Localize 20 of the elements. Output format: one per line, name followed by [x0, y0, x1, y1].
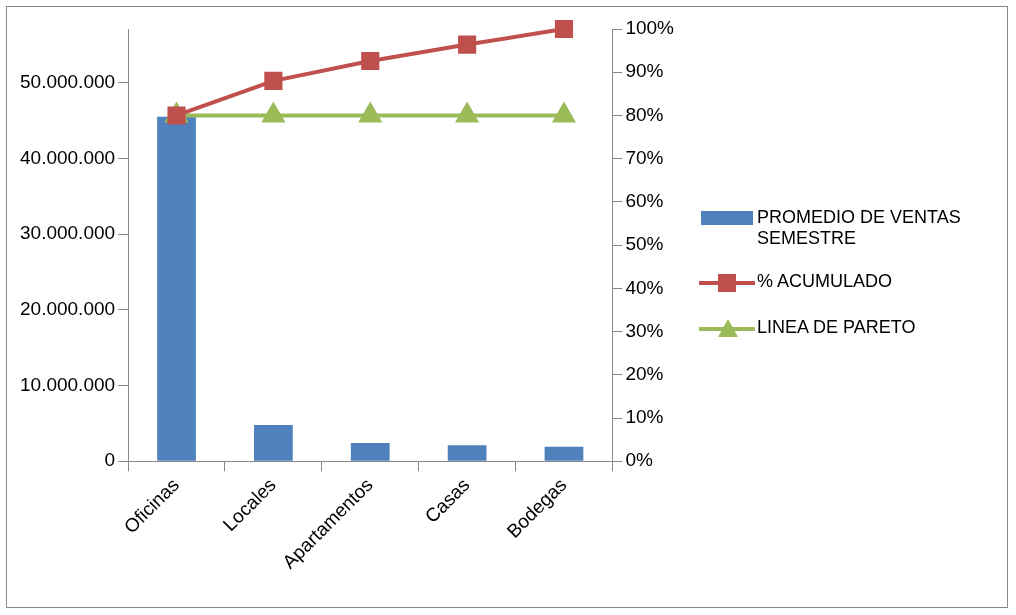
y2-tick-label: 10%	[625, 406, 664, 428]
y2-tick-label: 20%	[625, 363, 664, 385]
legend-label: % ACUMULADO	[757, 271, 893, 292]
y-tick-label: 50.000.000	[20, 70, 116, 92]
y-tick-label: 40.000.000	[20, 146, 116, 168]
y2-tick-label: 50%	[625, 233, 664, 255]
y2-tick-label: 40%	[625, 276, 664, 298]
y2-tick-label: 80%	[625, 103, 664, 125]
y2-tick-label: 90%	[625, 60, 664, 82]
y2-tick-label: 100%	[625, 17, 675, 39]
y-tick-label: 20.000.000	[20, 298, 116, 320]
y2-tick-label: 70%	[625, 146, 664, 168]
y2-tick-label: 60%	[625, 190, 664, 212]
y2-tick-label: 30%	[625, 319, 664, 341]
legend-label: LINEA DE PARETO	[757, 317, 916, 338]
legend-label: PROMEDIO DE VENTAS SEMESTRE	[757, 207, 962, 249]
y-tick-label: 30.000.000	[20, 222, 116, 244]
y2-tick-label: 0%	[625, 449, 653, 471]
y-tick-label: 0	[104, 449, 116, 471]
y-tick-label: 10.000.000	[20, 373, 116, 395]
